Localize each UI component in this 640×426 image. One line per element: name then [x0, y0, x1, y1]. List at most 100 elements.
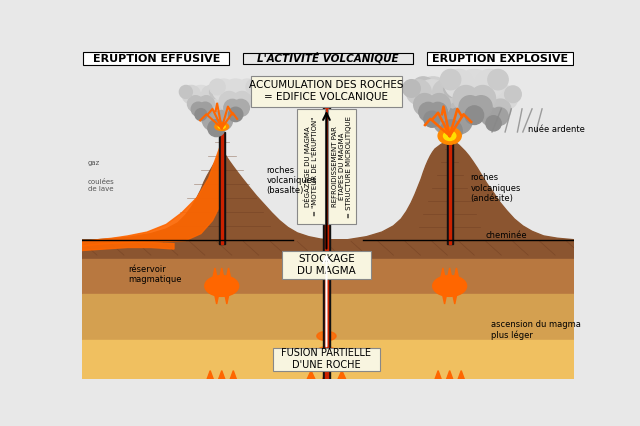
Polygon shape	[442, 293, 447, 304]
Ellipse shape	[444, 131, 456, 141]
Polygon shape	[452, 293, 457, 304]
Ellipse shape	[228, 86, 247, 105]
Ellipse shape	[195, 109, 207, 121]
Ellipse shape	[416, 80, 448, 112]
Ellipse shape	[228, 107, 243, 121]
Ellipse shape	[475, 69, 504, 98]
Ellipse shape	[179, 86, 193, 98]
Text: ascension du magma
plus léger: ascension du magma plus léger	[492, 320, 581, 340]
Ellipse shape	[453, 86, 479, 111]
Ellipse shape	[215, 123, 228, 130]
Polygon shape	[82, 242, 174, 250]
Ellipse shape	[212, 79, 235, 101]
Ellipse shape	[403, 80, 420, 97]
Text: STOCKAGE
DU MAGMA: STOCKAGE DU MAGMA	[297, 254, 356, 276]
Ellipse shape	[440, 69, 461, 90]
Ellipse shape	[209, 86, 223, 98]
Polygon shape	[449, 140, 451, 244]
Ellipse shape	[459, 96, 481, 118]
Polygon shape	[214, 293, 219, 304]
Ellipse shape	[186, 86, 204, 105]
Ellipse shape	[429, 77, 473, 121]
Ellipse shape	[200, 86, 234, 121]
FancyBboxPatch shape	[328, 109, 356, 225]
Ellipse shape	[465, 106, 484, 124]
Ellipse shape	[197, 101, 220, 124]
Ellipse shape	[440, 120, 462, 142]
Polygon shape	[225, 293, 229, 304]
Ellipse shape	[444, 80, 461, 97]
Ellipse shape	[470, 96, 492, 118]
Ellipse shape	[246, 79, 262, 95]
Ellipse shape	[317, 347, 336, 356]
Polygon shape	[458, 371, 464, 379]
Polygon shape	[212, 268, 217, 279]
Text: ACCUMULATION DES ROCHES
= EDIFICE VOLCANIQUE: ACCUMULATION DES ROCHES = EDIFICE VOLCAN…	[249, 81, 404, 102]
Ellipse shape	[433, 80, 458, 104]
Ellipse shape	[208, 120, 225, 137]
Ellipse shape	[433, 108, 460, 134]
Polygon shape	[82, 259, 575, 294]
Ellipse shape	[198, 102, 212, 116]
Bar	[427, 52, 573, 65]
Ellipse shape	[466, 86, 483, 103]
Polygon shape	[325, 78, 328, 379]
Polygon shape	[454, 268, 459, 279]
Ellipse shape	[504, 86, 521, 103]
Polygon shape	[219, 132, 225, 244]
Ellipse shape	[428, 94, 450, 115]
Text: nuée ardente: nuée ardente	[528, 125, 585, 134]
Ellipse shape	[478, 86, 509, 116]
Polygon shape	[447, 140, 452, 244]
Ellipse shape	[202, 86, 220, 104]
Ellipse shape	[419, 102, 438, 121]
Ellipse shape	[218, 125, 225, 129]
Ellipse shape	[411, 77, 435, 101]
Polygon shape	[226, 268, 231, 279]
Polygon shape	[82, 240, 575, 259]
Polygon shape	[338, 371, 346, 379]
Polygon shape	[435, 371, 441, 379]
Ellipse shape	[456, 69, 493, 107]
Polygon shape	[207, 371, 213, 379]
FancyBboxPatch shape	[273, 348, 380, 371]
Ellipse shape	[490, 99, 511, 120]
Ellipse shape	[481, 107, 499, 125]
Polygon shape	[220, 268, 224, 279]
Text: ERUPTION EFFUSIVE: ERUPTION EFFUSIVE	[93, 54, 220, 64]
Polygon shape	[307, 371, 315, 379]
Text: roches
volcaniques
(andésite): roches volcaniques (andésite)	[470, 173, 521, 203]
Polygon shape	[82, 142, 221, 246]
Ellipse shape	[205, 276, 239, 296]
FancyBboxPatch shape	[282, 251, 371, 279]
Ellipse shape	[494, 86, 518, 109]
Ellipse shape	[452, 77, 486, 111]
Ellipse shape	[476, 99, 497, 120]
Polygon shape	[219, 371, 225, 379]
Ellipse shape	[317, 362, 336, 371]
Text: FUSION PARTIELLE
D'UNE ROCHE: FUSION PARTIELLE D'UNE ROCHE	[282, 348, 371, 370]
Polygon shape	[82, 340, 575, 379]
Text: réservoir
magmatique: réservoir magmatique	[128, 265, 181, 284]
Ellipse shape	[189, 86, 216, 113]
FancyBboxPatch shape	[297, 109, 325, 225]
Text: DÉGAZAGE DU MAGMA
= "MOTEUR DE L'ÉRUPTION": DÉGAZAGE DU MAGMA = "MOTEUR DE L'ÉRUPTIO…	[304, 117, 318, 216]
Text: roches
volcaniques
(basalte): roches volcaniques (basalte)	[266, 166, 317, 196]
Polygon shape	[328, 136, 575, 240]
Text: gaz: gaz	[88, 160, 100, 166]
Polygon shape	[82, 128, 328, 240]
Ellipse shape	[424, 111, 440, 127]
Ellipse shape	[413, 94, 436, 115]
Ellipse shape	[467, 77, 492, 101]
FancyBboxPatch shape	[252, 76, 401, 106]
Text: L'ACTIVITÉ VOLCANIQUE: L'ACTIVITÉ VOLCANIQUE	[257, 52, 399, 64]
Ellipse shape	[445, 69, 474, 98]
Ellipse shape	[446, 108, 472, 134]
Polygon shape	[82, 294, 575, 340]
Text: ERUPTION EXPLOSIVE: ERUPTION EXPLOSIVE	[431, 54, 568, 64]
Text: cheminée: cheminée	[486, 231, 527, 240]
Ellipse shape	[212, 110, 232, 130]
Polygon shape	[440, 268, 445, 279]
Polygon shape	[447, 268, 452, 279]
Ellipse shape	[202, 110, 223, 130]
